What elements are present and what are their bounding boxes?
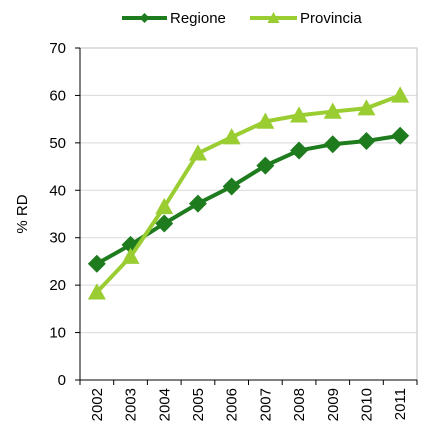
data-point-triangle [323,102,342,119]
x-tick-label: 2004 [156,388,173,421]
series-line-provincia [95,93,401,294]
x-tick-label: 2002 [89,388,106,421]
x-tick-label: 2008 [291,388,308,421]
data-point-diamond [323,135,342,154]
y-tick-label: 10 [49,325,66,342]
series-group [87,86,410,300]
legend-item-regione: Regione [122,10,226,27]
x-tick-label: 2011 [392,388,409,420]
data-point-triangle [222,128,241,145]
data-point-diamond [357,131,376,150]
legend-item-provincia: Provincia [250,10,362,27]
x-tick-label: 2005 [190,388,207,421]
x-tick-label: 2006 [224,388,241,421]
series-provincia [87,86,410,300]
data-point-diamond [222,177,241,196]
data-point-diamond [256,156,275,175]
y-axis-label: % RD [14,194,31,233]
chart-legend: Regione Provincia [122,10,362,27]
data-point-triangle [290,106,309,123]
y-tick-label: 30 [49,230,66,247]
plot-area-frame [79,47,418,381]
data-point-triangle [121,247,140,264]
y-tick-label: 0 [58,372,66,389]
data-point-triangle [87,283,106,300]
data-point-triangle [357,99,376,116]
x-tick-label: 2003 [123,388,140,421]
legend-label: Provincia [300,10,362,27]
data-point-diamond [188,194,207,213]
data-point-triangle [391,86,410,103]
legend-marker-triangle [267,12,280,23]
series-line-regione [95,133,401,266]
data-point-triangle [256,112,275,129]
legend-label: Regione [170,10,226,27]
data-point-diamond [290,141,309,160]
x-tick-label: 2009 [325,388,342,421]
y-tick-label: 70 [49,40,66,57]
gridlines [80,94,417,334]
data-point-diamond [391,126,410,145]
data-point-triangle [188,144,207,161]
y-tick-label: 60 [49,87,66,104]
axes: 0 10 20 30 40 50 60 70 2002 2003 2004 2005 2006 2007 2… [49,40,418,421]
x-tick-label: 2010 [358,388,375,421]
legend-marker-diamond [139,13,150,23]
y-tick-label: 40 [49,182,66,199]
data-point-triangle [155,197,174,215]
data-point-diamond [155,214,174,233]
y-tick-label: 20 [49,277,66,294]
x-tick-label: 2007 [257,388,274,421]
y-tick-label: 50 [49,135,66,152]
data-point-diamond [87,254,106,273]
